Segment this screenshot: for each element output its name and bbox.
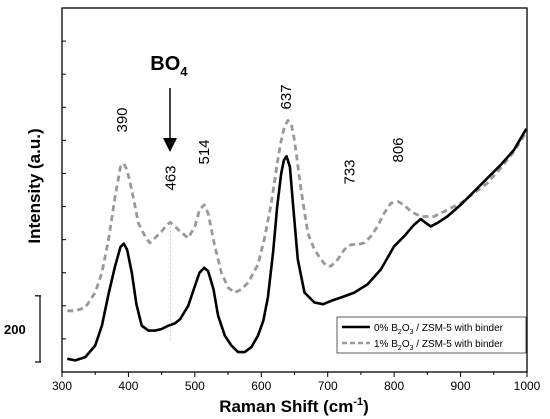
legend-box [336,316,527,354]
x-tick-label: 600 [251,379,271,393]
peak-label-637: 637 [278,84,295,109]
scale-bar-label: 200 [4,322,26,337]
series-layer [67,119,528,362]
x-tick-label: 900 [451,379,471,393]
bo4-label: BO4 [150,53,188,79]
x-tick-label: 700 [318,379,338,393]
peak-annotations: 390 463 514 637 733 806 [114,84,407,190]
legend-entry-0: 0% B2O3 / ZSM-5 with binder [374,323,504,336]
axis-ticks: 300 400 500 600 700 800 900 1000 [52,40,541,393]
bo4-marker: BO4 [150,53,188,152]
x-tick-label: 400 [118,379,138,393]
y-axis-title: Intensity (a.u.) [25,128,44,243]
series-line-0 [67,128,528,362]
scale-bar: 200 [4,295,41,363]
peak-label-390: 390 [114,107,131,132]
peak-label-806: 806 [390,137,407,162]
peak-label-733: 733 [342,159,359,184]
x-axis-title: Raman Shift (cm-1) [219,396,369,416]
x-tick-label: 1000 [514,379,541,393]
bo4-arrow-head [163,138,177,152]
legend: 0% B2O3 / ZSM-5 with binder 1% B2O3 / ZS… [336,316,527,354]
x-tick-label: 800 [384,379,404,393]
peak-label-514: 514 [196,139,213,164]
x-tick-label: 300 [52,379,72,393]
peak-label-463: 463 [162,165,179,190]
x-tick-label: 500 [185,379,205,393]
series-line-1 [67,119,528,313]
legend-entry-1: 1% B2O3 / ZSM-5 with binder [374,339,504,352]
